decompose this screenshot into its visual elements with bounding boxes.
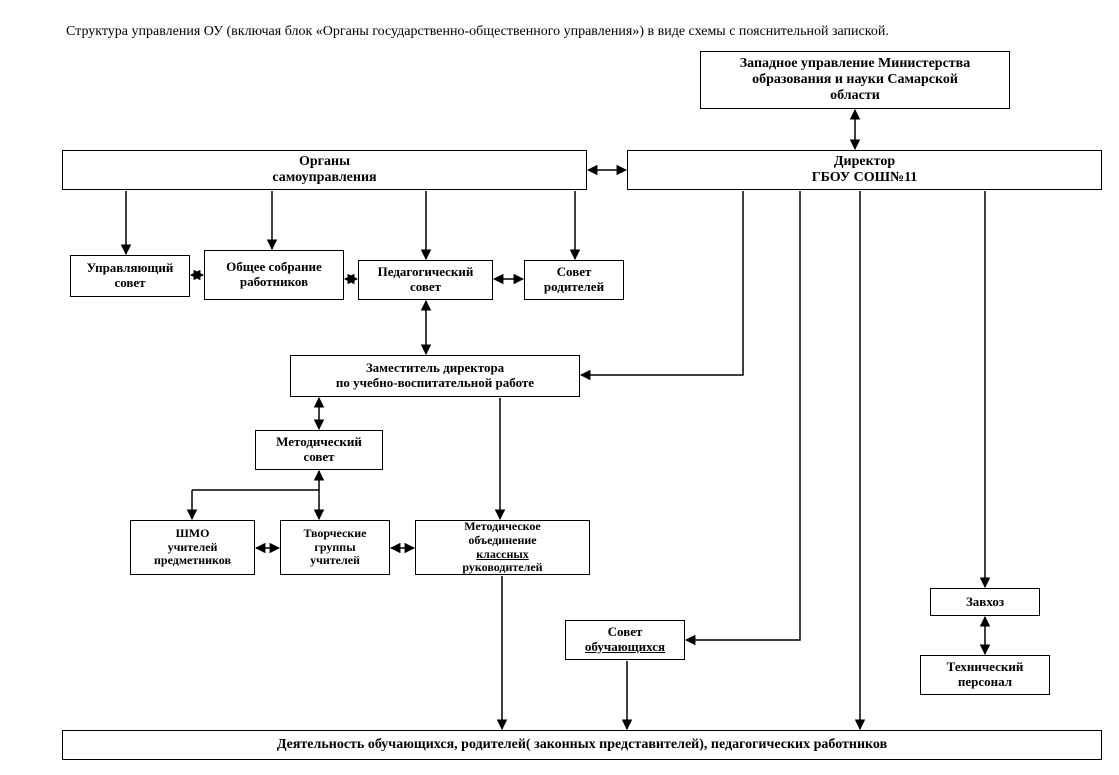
diagram-title: Структура управления ОУ (включая блок «О… bbox=[66, 24, 889, 40]
node-zam_dir: Заместитель директорапо учебно-воспитате… bbox=[290, 355, 580, 397]
node-sovet_roditelei: Советродителей bbox=[524, 260, 624, 300]
node-organs: Органысамоуправления bbox=[62, 150, 587, 190]
node-mo_klass: Методическоеобъединение классныхруководи… bbox=[415, 520, 590, 575]
node-obsch_sobranie: Общее собраниеработников bbox=[204, 250, 344, 300]
node-tvorch: Творческиегруппыучителей bbox=[280, 520, 390, 575]
node-metod_sovet: Методическийсовет bbox=[255, 430, 383, 470]
node-director: ДиректорГБОУ СОШ№11 bbox=[627, 150, 1102, 190]
node-ministry: Западное управление Министерстваобразова… bbox=[700, 51, 1010, 109]
node-uprav_sovet: Управляющийсовет bbox=[70, 255, 190, 297]
diagram-stage: Структура управления ОУ (включая блок «О… bbox=[0, 0, 1119, 775]
node-shmo: ШМОучителейпредметников bbox=[130, 520, 255, 575]
node-bottom: Деятельность обучающихся, родителей( зак… bbox=[62, 730, 1102, 760]
node-ped_sovet: Педагогическийсовет bbox=[358, 260, 493, 300]
node-tech_pers: Техническийперсонал bbox=[920, 655, 1050, 695]
node-sovet_obuch: Советобучающихся bbox=[565, 620, 685, 660]
node-zavhoz: Завхоз bbox=[930, 588, 1040, 616]
